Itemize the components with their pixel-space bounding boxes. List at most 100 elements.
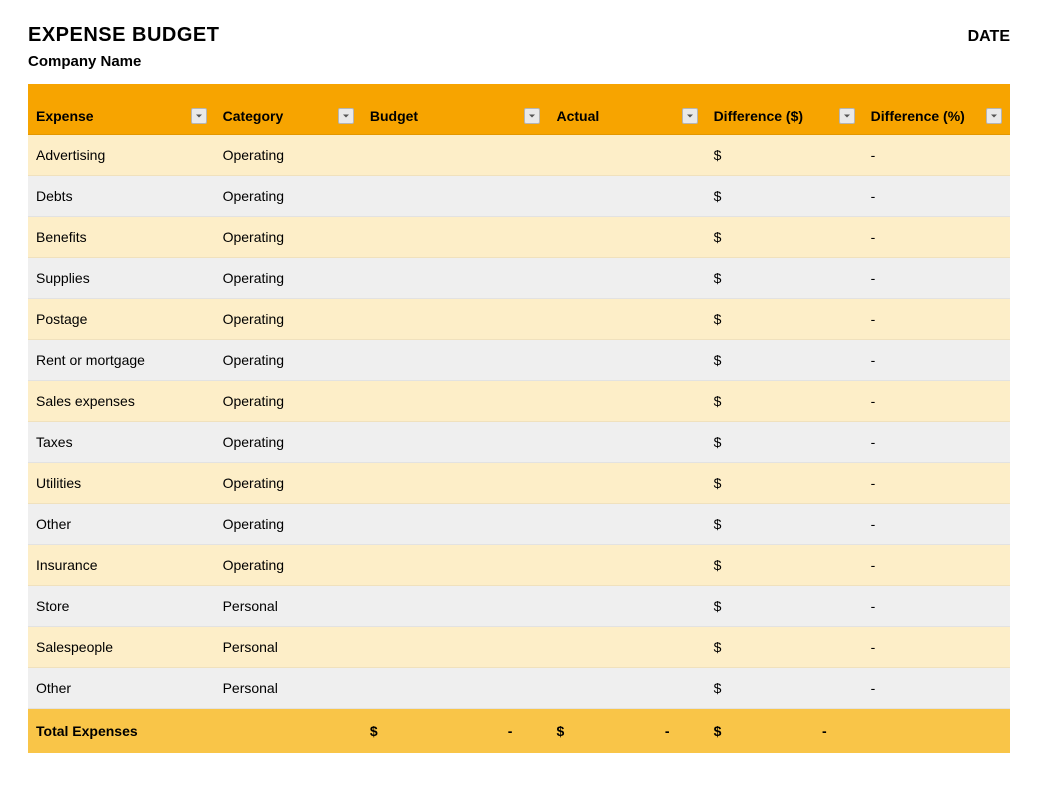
cell-category: Operating xyxy=(215,545,362,586)
column-header-category: Category xyxy=(215,98,362,135)
cell-actual xyxy=(548,627,705,668)
table-row: PostageOperating$- xyxy=(28,299,1010,340)
page-title: EXPENSE BUDGET xyxy=(28,24,219,47)
cell-expense: Utilities xyxy=(28,463,215,504)
cell-diff_d: $ xyxy=(706,217,863,258)
cell-expense: Rent or mortgage xyxy=(28,340,215,381)
cell-diff_d: $ xyxy=(706,135,863,176)
total-budget-value: - xyxy=(508,723,513,739)
cell-actual xyxy=(548,668,705,709)
table-row: BenefitsOperating $- xyxy=(28,217,1010,258)
cell-category: Operating xyxy=(215,299,362,340)
cell-expense: Other xyxy=(28,504,215,545)
cell-diff_p: - xyxy=(863,627,1010,668)
cell-diff_d: $ xyxy=(706,627,863,668)
cell-diff_d: $ xyxy=(706,668,863,709)
cell-diff_p: - xyxy=(863,668,1010,709)
cell-budget xyxy=(362,668,549,709)
table-row: SalespeoplePersonal$- xyxy=(28,627,1010,668)
date-label: DATE xyxy=(968,28,1010,46)
cell-category: Operating xyxy=(215,176,362,217)
filter-dropdown-icon[interactable] xyxy=(524,108,540,124)
cell-diff_p: - xyxy=(863,217,1010,258)
cell-budget xyxy=(362,422,549,463)
cell-expense: Taxes xyxy=(28,422,215,463)
column-header-diff_p: Difference (%) xyxy=(863,98,1010,135)
cell-expense: Store xyxy=(28,586,215,627)
cell-diff_p: - xyxy=(863,422,1010,463)
cell-budget xyxy=(362,135,549,176)
column-header-diff_d: Difference ($) xyxy=(706,98,863,135)
cell-actual xyxy=(548,381,705,422)
cell-diff_d: $ xyxy=(706,545,863,586)
cell-expense: Benefits xyxy=(28,217,215,258)
cell-category: Operating xyxy=(215,381,362,422)
cell-expense: Sales expenses xyxy=(28,381,215,422)
cell-diff_d: $ xyxy=(706,422,863,463)
cell-category: Personal xyxy=(215,668,362,709)
column-header-actual: Actual xyxy=(548,98,705,135)
cell-diff_d: $ xyxy=(706,586,863,627)
cell-budget xyxy=(362,340,549,381)
cell-budget xyxy=(362,176,549,217)
total-diff-d-value: - xyxy=(822,723,827,739)
cell-budget xyxy=(362,586,549,627)
filter-dropdown-icon[interactable] xyxy=(191,108,207,124)
total-diff-d-symbol: $ xyxy=(714,723,722,739)
cell-diff_p: - xyxy=(863,176,1010,217)
cell-expense: Supplies xyxy=(28,258,215,299)
table-row: Rent or mortgageOperating $- xyxy=(28,340,1010,381)
column-header-label: Actual xyxy=(556,108,599,124)
cell-diff_p: - xyxy=(863,586,1010,627)
cell-budget xyxy=(362,627,549,668)
cell-category: Personal xyxy=(215,586,362,627)
total-difference-dollar: $ - xyxy=(706,709,863,753)
table-row: OtherPersonal $- xyxy=(28,668,1010,709)
filter-dropdown-icon[interactable] xyxy=(839,108,855,124)
cell-expense: Debts xyxy=(28,176,215,217)
table-row: UtilitiesOperating$- xyxy=(28,463,1010,504)
cell-diff_d: $ xyxy=(706,381,863,422)
table-row: AdvertisingOperating$- xyxy=(28,135,1010,176)
cell-diff_p: - xyxy=(863,545,1010,586)
cell-category: Operating xyxy=(215,217,362,258)
cell-diff_d: $ xyxy=(706,463,863,504)
table-row: StorePersonal $- xyxy=(28,586,1010,627)
cell-expense: Advertising xyxy=(28,135,215,176)
cell-actual xyxy=(548,135,705,176)
cell-category: Operating xyxy=(215,504,362,545)
cell-category: Operating xyxy=(215,463,362,504)
cell-actual xyxy=(548,463,705,504)
table-row: Sales expensesOperating$- xyxy=(28,381,1010,422)
column-header-label: Category xyxy=(223,108,284,124)
column-header-label: Budget xyxy=(370,108,418,124)
cell-diff_p: - xyxy=(863,258,1010,299)
cell-diff_p: - xyxy=(863,504,1010,545)
total-actual-symbol: $ xyxy=(556,723,564,739)
cell-budget xyxy=(362,258,549,299)
cell-actual xyxy=(548,176,705,217)
column-header-label: Difference ($) xyxy=(714,108,803,124)
filter-dropdown-icon[interactable] xyxy=(338,108,354,124)
cell-diff_p: - xyxy=(863,340,1010,381)
cell-budget xyxy=(362,463,549,504)
cell-diff_d: $ xyxy=(706,340,863,381)
cell-category: Operating xyxy=(215,258,362,299)
cell-category: Operating xyxy=(215,340,362,381)
table-row: OtherOperating $- xyxy=(28,504,1010,545)
cell-diff_d: $ xyxy=(706,504,863,545)
cell-actual xyxy=(548,217,705,258)
filter-dropdown-icon[interactable] xyxy=(986,108,1002,124)
column-header-expense: Expense xyxy=(28,98,215,135)
cell-category: Personal xyxy=(215,627,362,668)
cell-actual xyxy=(548,586,705,627)
table-row: DebtsOperating$- xyxy=(28,176,1010,217)
cell-category: Operating xyxy=(215,135,362,176)
filter-dropdown-icon[interactable] xyxy=(682,108,698,124)
total-actual-value: - xyxy=(665,723,670,739)
cell-expense: Other xyxy=(28,668,215,709)
table-header-spacer xyxy=(28,84,1010,98)
cell-budget xyxy=(362,217,549,258)
company-name: Company Name xyxy=(28,53,1010,70)
cell-actual xyxy=(548,299,705,340)
